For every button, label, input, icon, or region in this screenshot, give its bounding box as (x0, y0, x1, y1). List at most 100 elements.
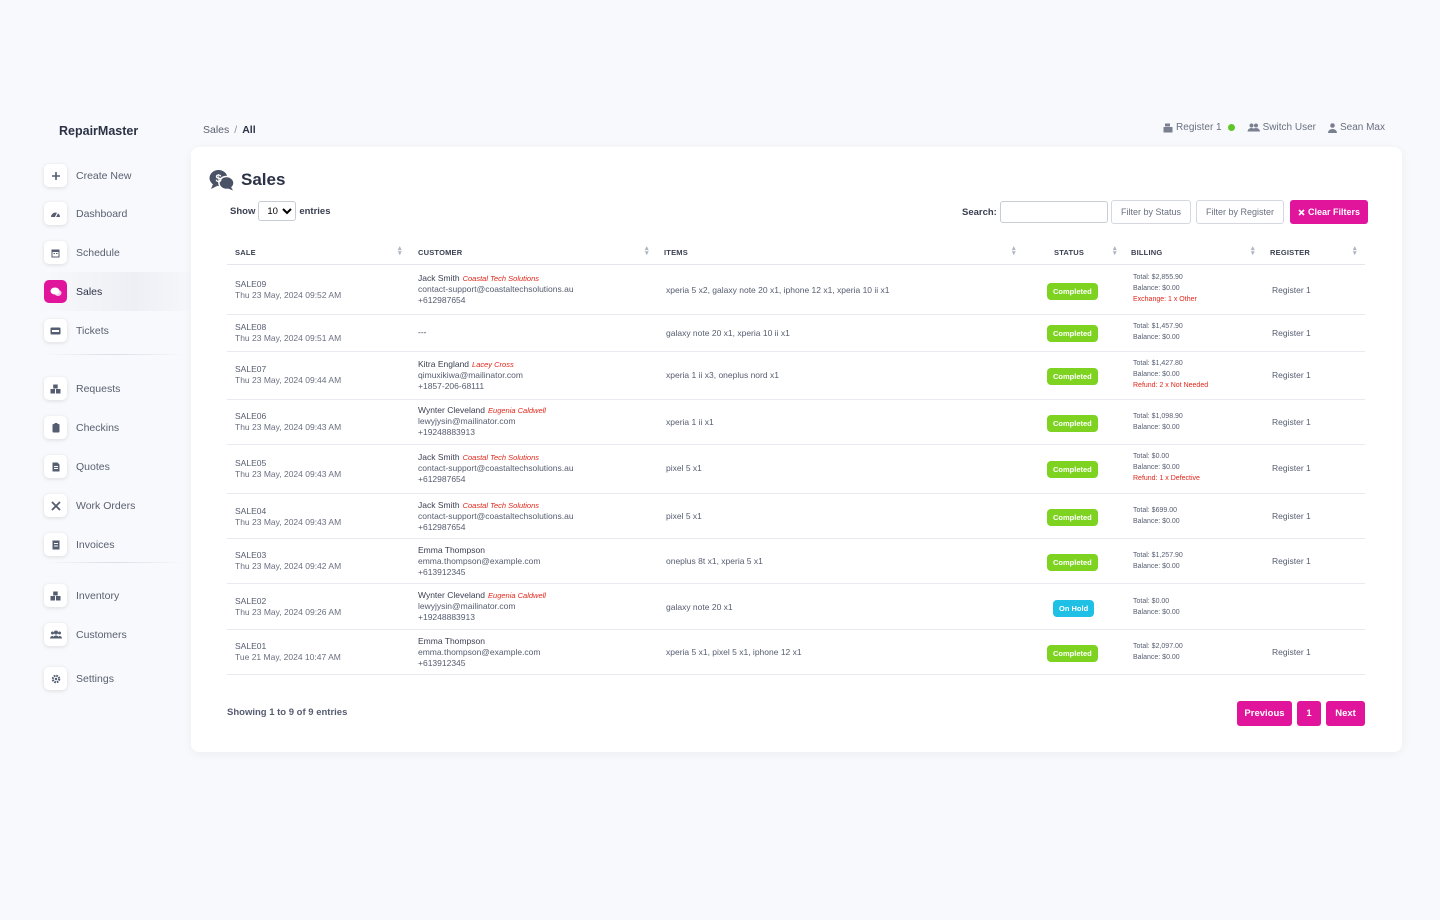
sale-date: Thu 23 May, 2024 09:44 AM (235, 375, 342, 385)
sale-id[interactable]: SALE01 (235, 641, 267, 651)
sale-id[interactable]: SALE06 (235, 411, 267, 421)
sale-date: Tue 21 May, 2024 10:47 AM (235, 652, 341, 662)
table-row[interactable]: SALE07 Thu 23 May, 2024 09:44 AM Kitra En… (227, 352, 1365, 400)
boxes-icon (44, 377, 67, 400)
sidebar-item-tickets[interactable]: Tickets (36, 311, 201, 350)
next-page-button[interactable]: Next (1326, 701, 1365, 726)
status-badge: Completed (1047, 461, 1098, 478)
sale-date: Thu 23 May, 2024 09:43 AM (235, 422, 342, 432)
sidebar-item-work-orders[interactable]: Work Orders (36, 486, 201, 525)
customer-phone: +613912345 (418, 567, 466, 577)
billing-total: Total: $0.00 (1133, 453, 1170, 460)
sale-id[interactable]: SALE08 (235, 322, 267, 332)
breadcrumb-sales-link[interactable]: Sales (203, 124, 230, 136)
sidebar-item-inventory[interactable]: Inventory (36, 576, 201, 615)
sale-id[interactable]: SALE02 (235, 596, 267, 606)
user-menu[interactable]: Sean Max (1327, 122, 1385, 133)
sidebar-item-sales[interactable]: Sales (36, 272, 201, 311)
customer-name[interactable]: Kitra England (418, 359, 470, 369)
page-size-control: Show 10 entries (230, 201, 331, 221)
table-row[interactable]: SALE06 Thu 23 May, 2024 09:43 AM Wynter C… (227, 400, 1365, 445)
sale-id[interactable]: SALE04 (235, 506, 267, 516)
sales-card: $ Sales Show 10 entries Search: Filter b… (191, 147, 1402, 752)
clear-filters-button[interactable]: Clear Filters (1290, 200, 1369, 224)
table-row[interactable]: SALE01 Tue 21 May, 2024 10:47 AM Emma Tho… (227, 630, 1365, 675)
brand-logo[interactable]: RepairMaster (59, 124, 139, 138)
sidebar-item-customers[interactable]: Customers (36, 615, 201, 654)
customer-name[interactable]: Wynter Cleveland (418, 405, 486, 415)
sale-items: galaxy note 20 x1 (666, 602, 733, 612)
page-1-button[interactable]: 1 (1297, 701, 1321, 726)
table-row[interactable]: SALE02 Thu 23 May, 2024 09:26 AM Wynter C… (227, 584, 1365, 630)
register-selector[interactable]: Register 1 (1163, 122, 1235, 133)
customer-name[interactable]: Jack Smith (418, 500, 460, 510)
table-row[interactable]: SALE08 Thu 23 May, 2024 09:51 AM --- gala… (227, 315, 1365, 352)
sort-icon[interactable]: ▴ ▾ (1113, 245, 1117, 257)
breadcrumb-current: All (242, 124, 256, 136)
switch-user-button[interactable]: Switch User (1247, 122, 1316, 133)
entries-label: entries (299, 205, 331, 217)
search-input[interactable] (999, 201, 1108, 223)
customer-company: Eugenia Caldwell (488, 591, 546, 600)
billing-balance: Balance: $0.00 (1133, 285, 1180, 292)
customer-phone: +612987654 (418, 474, 466, 484)
sidebar-item-label: Quotes (76, 460, 110, 473)
column-header-sale[interactable]: SALE (235, 248, 256, 257)
customer-company: Lacey Cross (472, 360, 514, 369)
sidebar-item-dashboard[interactable]: Dashboard (36, 194, 201, 233)
sidebar-item-schedule[interactable]: Schedule (36, 233, 201, 272)
customer-name[interactable]: Emma Thompson (418, 545, 485, 555)
previous-page-button[interactable]: Previous (1237, 701, 1292, 726)
column-header-items[interactable]: ITEMS (664, 248, 688, 257)
sidebar-item-label: Customers (76, 628, 127, 641)
sale-items: xperia 5 x2, galaxy note 20 x1, iphone 1… (666, 285, 890, 295)
customer-name[interactable]: Jack Smith (418, 452, 460, 462)
billing-note: Exchange: 1 x Other (1133, 296, 1197, 303)
sidebar-item-invoices[interactable]: Invoices (36, 525, 201, 564)
sale-register: Register 1 (1272, 417, 1311, 427)
sidebar-item-requests[interactable]: Requests (36, 369, 201, 408)
sale-register: Register 1 (1272, 647, 1311, 657)
clear-filters-label: Clear Filters (1308, 207, 1361, 217)
customer-phone: +19248883913 (418, 612, 475, 622)
billing-total: Total: $699.00 (1133, 507, 1177, 514)
sidebar-item-label: Checkins (76, 421, 120, 434)
sort-icon[interactable]: ▴ ▾ (1251, 245, 1255, 257)
sidebar-item-settings[interactable]: Settings (36, 659, 201, 698)
sale-id[interactable]: SALE05 (235, 458, 267, 468)
sale-items: pixel 5 x1 (666, 463, 702, 473)
sidebar-item-checkins[interactable]: Checkins (36, 408, 201, 447)
sort-icon[interactable]: ▴ ▾ (398, 245, 402, 257)
billing-total: Total: $2,855.90 (1133, 274, 1183, 281)
sort-icon[interactable]: ▴ ▾ (645, 245, 649, 257)
tools-icon (44, 494, 67, 517)
sale-items: xperia 1 ii x3, oneplus nord x1 (666, 370, 779, 380)
column-header-billing[interactable]: BILLING (1131, 248, 1163, 257)
column-header-customer[interactable]: CUSTOMER (418, 248, 463, 257)
column-header-status[interactable]: STATUS (1054, 248, 1085, 257)
page-size-select[interactable]: 10 (258, 201, 297, 221)
sort-icon[interactable]: ▴ ▾ (1353, 245, 1357, 257)
sort-icon[interactable]: ▴ ▾ (1012, 245, 1016, 257)
sale-id[interactable]: SALE09 (235, 279, 267, 289)
filter-by-status-button[interactable]: Filter by Status (1111, 200, 1192, 224)
table-row[interactable]: SALE09 Thu 23 May, 2024 09:52 AM Jack Smi… (227, 265, 1365, 315)
table-row[interactable]: SALE05 Thu 23 May, 2024 09:43 AM Jack Smi… (227, 445, 1365, 494)
sale-id[interactable]: SALE03 (235, 550, 267, 560)
sale-register: Register 1 (1272, 370, 1311, 380)
sidebar-item-create-new[interactable]: Create New (36, 156, 201, 195)
column-header-register[interactable]: REGISTER (1270, 248, 1310, 257)
filter-by-register-button[interactable]: Filter by Register (1196, 200, 1285, 224)
table-row[interactable]: SALE04 Thu 23 May, 2024 09:43 AM Jack Smi… (227, 494, 1365, 539)
customer-email: lewyjysin@mailinator.com (418, 416, 516, 426)
status-badge: Completed (1047, 645, 1098, 662)
table-row[interactable]: SALE03 Thu 23 May, 2024 09:42 AM Emma Tho… (227, 539, 1365, 584)
sale-id[interactable]: SALE07 (235, 364, 267, 374)
search-control: Search: (962, 201, 1108, 223)
sidebar-item-quotes[interactable]: Quotes (36, 447, 201, 486)
customer-name[interactable]: Emma Thompson (418, 636, 485, 646)
show-label: Show (230, 205, 256, 217)
sale-date: Thu 23 May, 2024 09:51 AM (235, 333, 342, 343)
customer-name[interactable]: Jack Smith (418, 273, 460, 283)
customer-name[interactable]: Wynter Cleveland (418, 590, 486, 600)
